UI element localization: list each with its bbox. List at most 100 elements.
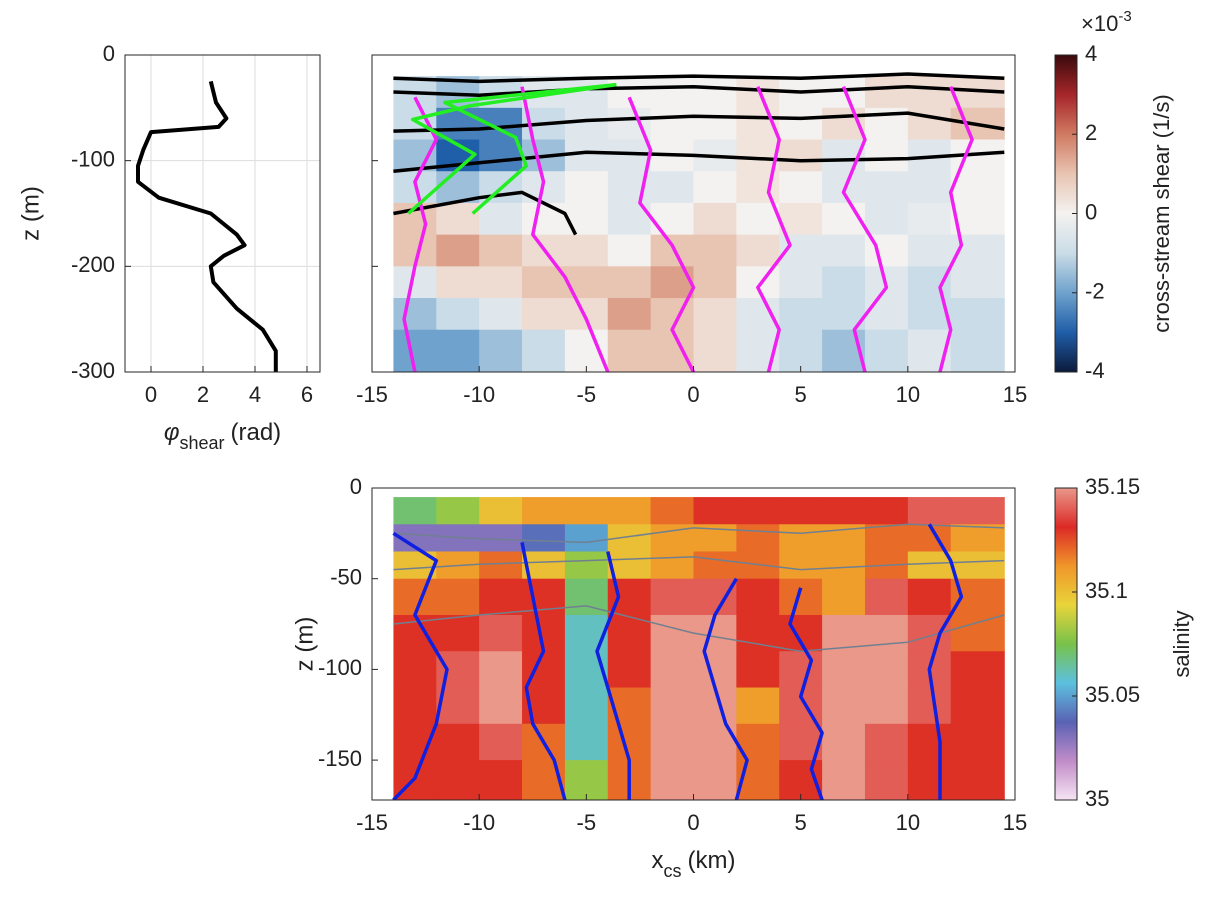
contour-line (595, 551, 631, 800)
x-label-unit: (km) (688, 847, 736, 874)
field-cell (693, 202, 737, 236)
contour-line (627, 96, 696, 372)
x-tick-label: -10 (463, 382, 495, 407)
field-cell (907, 723, 952, 761)
x-axis-label: xcs (km) (652, 847, 736, 880)
field-cell (479, 202, 523, 236)
field-cell (864, 76, 909, 109)
x-tick-label: 0 (687, 382, 699, 407)
multiplier-base: ×10 (1081, 11, 1118, 36)
field-cell (779, 202, 823, 236)
x-tick-label: 5 (795, 810, 807, 835)
field-cell (950, 171, 1005, 204)
field-cell (864, 723, 909, 761)
field-cell (693, 614, 737, 652)
field-cell (864, 687, 909, 725)
plot-area (125, 55, 320, 372)
colorbar-tick-label: 35.15 (1085, 474, 1140, 499)
y-tick-label: 0 (350, 474, 362, 499)
field-cell (564, 497, 609, 525)
colorbar-tick-label: 35 (1085, 786, 1109, 811)
field-cell (907, 614, 952, 652)
y-tick-label: 0 (103, 41, 115, 66)
field-cell (907, 760, 952, 800)
field-cell (907, 551, 952, 580)
field-cell (393, 497, 437, 525)
field-cell (736, 687, 780, 725)
field-cell (479, 266, 523, 299)
field-cell (822, 687, 866, 725)
field-cell (864, 139, 909, 172)
contour-line (702, 577, 749, 800)
field-cell (479, 329, 523, 372)
x-label-subscript: shear (179, 433, 224, 453)
colorbar-tick-label: 0 (1085, 199, 1097, 224)
field-cell (907, 578, 952, 616)
field-cell (650, 202, 694, 236)
field-cell (564, 266, 609, 299)
x-tick-label: 0 (145, 382, 157, 407)
field-cell (950, 651, 1005, 689)
colorbar-label: salinity (1169, 610, 1194, 677)
contour-line (393, 72, 1005, 84)
field-cell (479, 687, 523, 725)
field-cell (950, 298, 1005, 331)
field-cell (822, 614, 866, 652)
field-cell (693, 551, 737, 580)
field-cell (907, 687, 952, 725)
y-axis-label: z (m) (291, 617, 318, 672)
field-cell (779, 551, 823, 580)
x-label-unit: (rad) (231, 419, 282, 446)
x-tick-label: 15 (1003, 382, 1027, 407)
colorbar-label: cross-stream shear (1/s) (1149, 94, 1174, 332)
field-cell (950, 497, 1005, 525)
field-cell (864, 524, 909, 552)
field-cell (650, 723, 694, 761)
field-cell (436, 497, 480, 525)
x-tick-label: 4 (249, 382, 261, 407)
field-cell (822, 234, 866, 267)
plot-area (393, 72, 1005, 372)
field-cell (864, 329, 909, 372)
field-cell (522, 266, 566, 299)
field-cell (393, 687, 437, 725)
field-cell (907, 202, 952, 236)
field-cell (479, 497, 523, 525)
field-cell (650, 551, 694, 580)
field-cell (607, 329, 652, 372)
x-tick-label: -5 (577, 382, 597, 407)
multiplier-exponent: -3 (1118, 8, 1131, 25)
y-tick-label: -100 (318, 655, 362, 680)
contour-line (393, 556, 1005, 571)
field-cell (650, 687, 694, 725)
x-axis-label: φshear (rad) (164, 419, 281, 452)
field-cell (522, 329, 566, 372)
field-cell (779, 614, 823, 652)
field-cell (564, 298, 609, 331)
field-cell (650, 614, 694, 652)
field-cell (436, 329, 480, 372)
field-cell (907, 234, 952, 267)
contour-line (393, 150, 1005, 173)
y-tick-label: -300 (71, 358, 115, 383)
field-cell (779, 497, 823, 525)
colorbar-tick-label: 2 (1085, 120, 1097, 145)
field-cell (564, 524, 609, 552)
field-cell (564, 687, 609, 725)
colorbar-tick-label: 35.1 (1085, 578, 1128, 603)
x-tick-label: 5 (795, 382, 807, 407)
field-cell (907, 171, 952, 204)
x-label-symbol: φ (164, 419, 180, 446)
y-tick-label: -50 (330, 565, 362, 590)
field-cell (564, 107, 609, 141)
field-cell (693, 234, 737, 267)
field-cell (393, 298, 437, 331)
field-cell (607, 298, 652, 331)
field-cell (693, 107, 737, 141)
field-cell (693, 266, 737, 299)
field-cell (607, 723, 652, 761)
field-cell (607, 234, 652, 267)
field-cell (564, 760, 609, 800)
field-cell (907, 76, 952, 109)
